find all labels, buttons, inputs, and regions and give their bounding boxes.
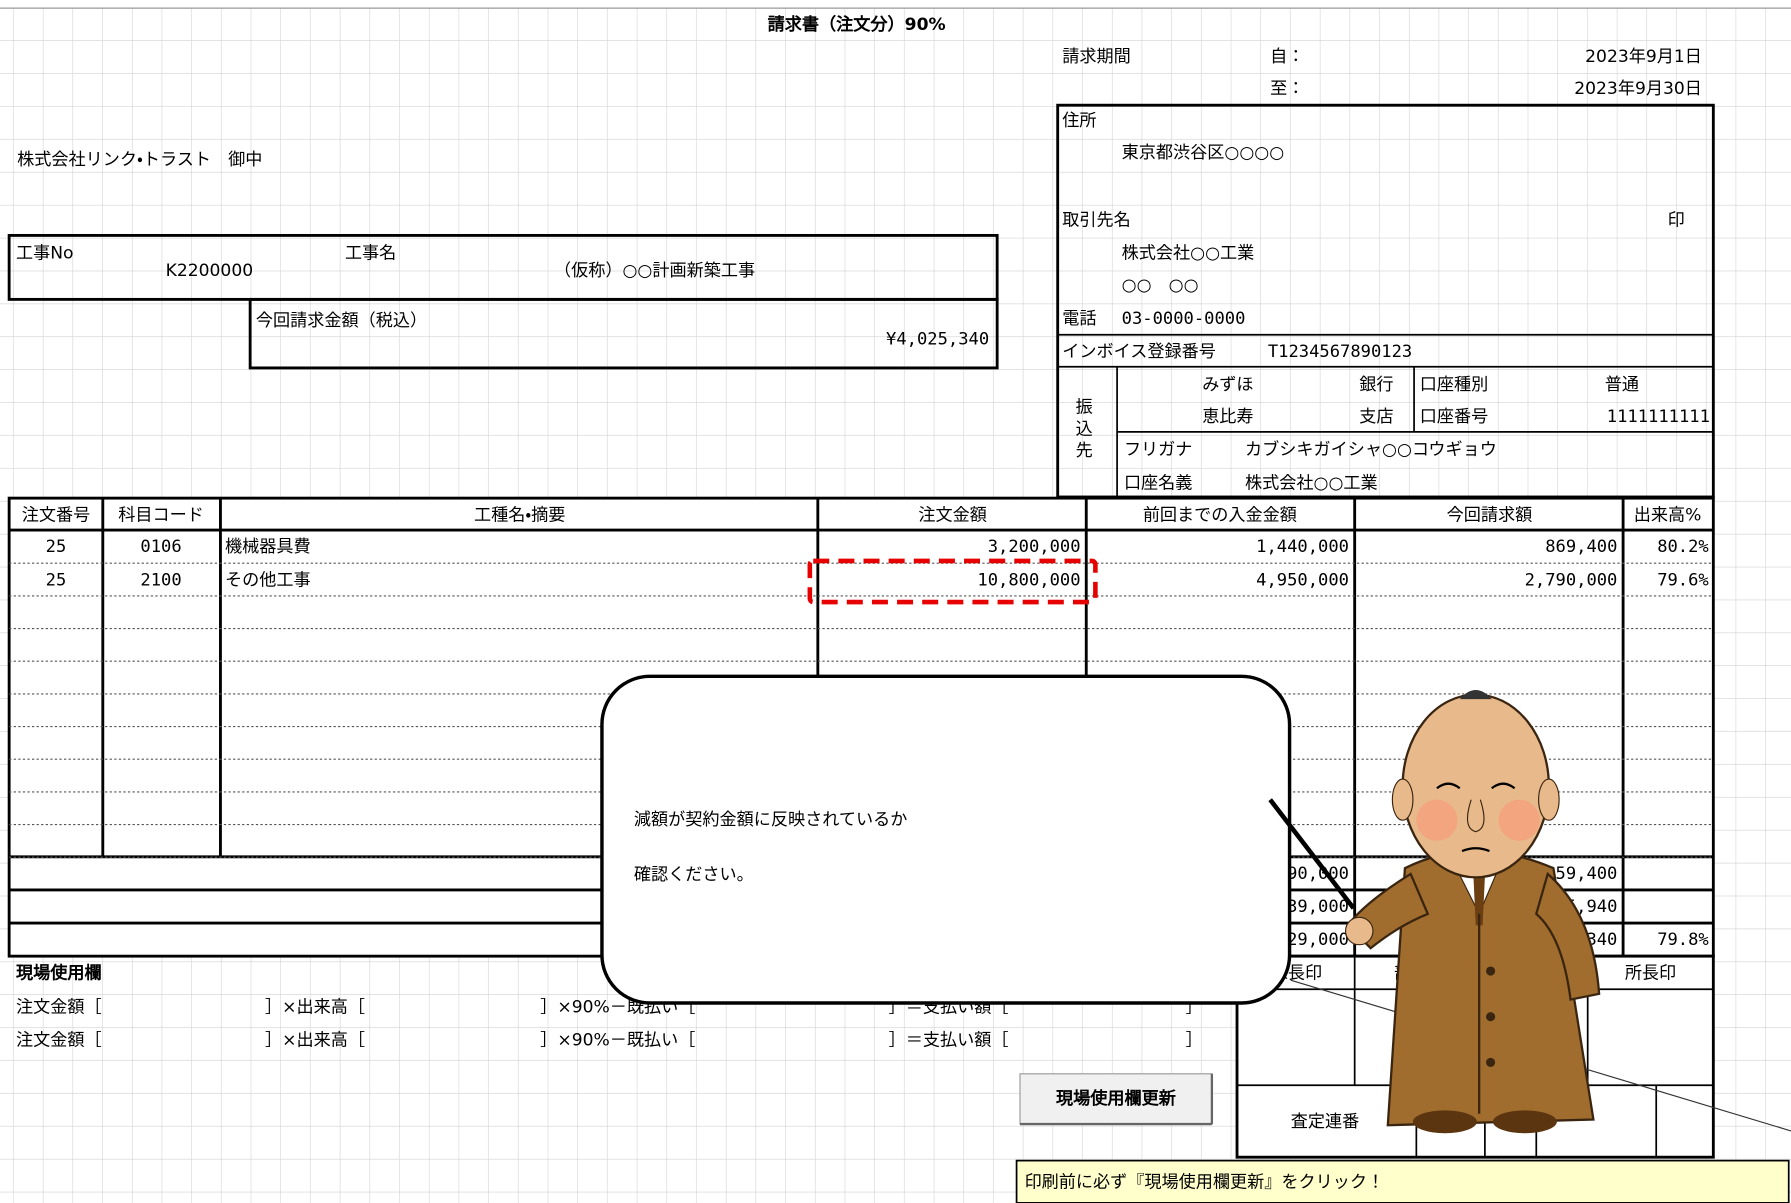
project-no-label: 工事No bbox=[16, 244, 74, 264]
project-name: （仮称）○○計画新築工事 bbox=[554, 261, 755, 281]
invoice-no: T1234567890123 bbox=[1268, 342, 1412, 362]
callout-bubble bbox=[600, 674, 1292, 1005]
transfer-label: 振込先 bbox=[1072, 398, 1093, 463]
column-header: 出来高% bbox=[1634, 505, 1702, 525]
furigana-label: フリガナ bbox=[1124, 440, 1193, 460]
update-button[interactable] bbox=[1019, 1073, 1214, 1126]
project-box bbox=[7, 233, 999, 370]
address: 東京都渋谷区○○○○ bbox=[1122, 143, 1285, 163]
highlight-box bbox=[807, 558, 1098, 605]
cell: 80.2% bbox=[1657, 537, 1709, 557]
period-label: 請求期間 bbox=[1062, 47, 1131, 67]
from-label: 自： bbox=[1270, 47, 1304, 67]
column-header: 注文金額 bbox=[918, 505, 987, 525]
character bbox=[1268, 690, 1601, 1134]
stamp-label: 所長印 bbox=[1625, 963, 1676, 983]
to-date: 2023年9月30日 bbox=[1574, 79, 1702, 99]
cell: 869,400 bbox=[1545, 537, 1617, 557]
cell: 0106 bbox=[140, 537, 181, 557]
column-header: 前回までの入金金額 bbox=[1143, 505, 1297, 525]
addressee: 株式会社リンク・トラスト 御中 bbox=[17, 150, 262, 170]
from-date: 2023年9月1日 bbox=[1585, 47, 1702, 67]
cell: 25 bbox=[46, 537, 67, 557]
site-use-text: ］ bbox=[1186, 1031, 1203, 1051]
address-label: 住所 bbox=[1062, 111, 1096, 131]
company: 株式会社○○工業 bbox=[1122, 244, 1255, 264]
cell: 1,440,000 bbox=[1256, 537, 1349, 557]
notice: 印刷前に必ず『現場使用欄更新』をクリック！ bbox=[1025, 1171, 1385, 1192]
assessment-no: 査定連番 bbox=[1291, 1112, 1360, 1132]
invoice-label: インボイス登録番号 bbox=[1062, 342, 1216, 362]
cell: 4,950,000 bbox=[1256, 570, 1349, 590]
title: 請求書（注文分）90% bbox=[768, 14, 946, 35]
site-use-text: ］＝支払い額［ bbox=[889, 1031, 1009, 1051]
summary-cell: 639,000 bbox=[1277, 897, 1349, 917]
branch-name: 恵比寿 bbox=[1202, 407, 1253, 427]
account-type-label: 口座種別 bbox=[1420, 375, 1489, 395]
account-name-label: 口座名義 bbox=[1124, 473, 1193, 493]
project-name-label: 工事名 bbox=[345, 244, 396, 264]
branch-suffix: 支店 bbox=[1359, 407, 1393, 427]
site-use-label: 現場使用欄 bbox=[16, 962, 102, 983]
amount-label: 今回請求金額（税込） bbox=[256, 311, 427, 331]
name-label: 取引先名 bbox=[1062, 211, 1131, 231]
account-no-label: 口座番号 bbox=[1420, 407, 1489, 427]
cell: 2,790,000 bbox=[1525, 570, 1618, 590]
account-no: 1111111111 bbox=[1607, 407, 1710, 427]
site-use-text: 注文金額［ bbox=[16, 998, 102, 1018]
project-no: K2200000 bbox=[166, 261, 254, 281]
callout-text: 確認ください。 bbox=[634, 865, 754, 885]
column-header: 工種名・摘要 bbox=[474, 505, 565, 525]
phone: 03-0000-0000 bbox=[1122, 309, 1246, 329]
seal: 印 bbox=[1668, 211, 1685, 231]
column-header: 今回請求額 bbox=[1447, 505, 1533, 525]
cell: その他工事 bbox=[225, 570, 311, 590]
site-use-text: 注文金額［ bbox=[16, 1031, 102, 1051]
callout-text: 減額が契約金額に反映されているか bbox=[634, 810, 907, 830]
summary-cell: 79.8% bbox=[1657, 930, 1709, 950]
cell: 3,200,000 bbox=[988, 537, 1081, 557]
cell: 79.6% bbox=[1657, 570, 1709, 590]
site-use-text: ］×出来高［ bbox=[265, 998, 365, 1018]
update-button-label[interactable]: 現場使用欄更新 bbox=[1056, 1088, 1176, 1109]
invoice-amount: ¥4,025,340 bbox=[886, 329, 989, 349]
bank-suffix: 銀行 bbox=[1359, 375, 1393, 395]
column-header: 注文番号 bbox=[22, 505, 91, 525]
cell: 2100 bbox=[140, 570, 181, 590]
account-name: 株式会社○○工業 bbox=[1245, 473, 1378, 493]
site-use-text: ］×出来高［ bbox=[265, 1031, 365, 1051]
bank-name: みずほ bbox=[1202, 375, 1253, 395]
site-use-text: ］×90%－既払い［ bbox=[540, 1031, 695, 1051]
furigana: カブシキガイシャ○○コウギョウ bbox=[1245, 439, 1497, 460]
phone-label: 電話 bbox=[1062, 309, 1096, 329]
person: ○○ ○○ bbox=[1122, 276, 1199, 296]
to-label: 至： bbox=[1270, 79, 1304, 99]
cell: 10,800,000 bbox=[977, 570, 1080, 590]
account-type: 普通 bbox=[1605, 375, 1639, 395]
cell: 機械器具費 bbox=[225, 537, 311, 557]
column-header: 科目コード bbox=[118, 505, 204, 525]
cell: 25 bbox=[46, 570, 67, 590]
